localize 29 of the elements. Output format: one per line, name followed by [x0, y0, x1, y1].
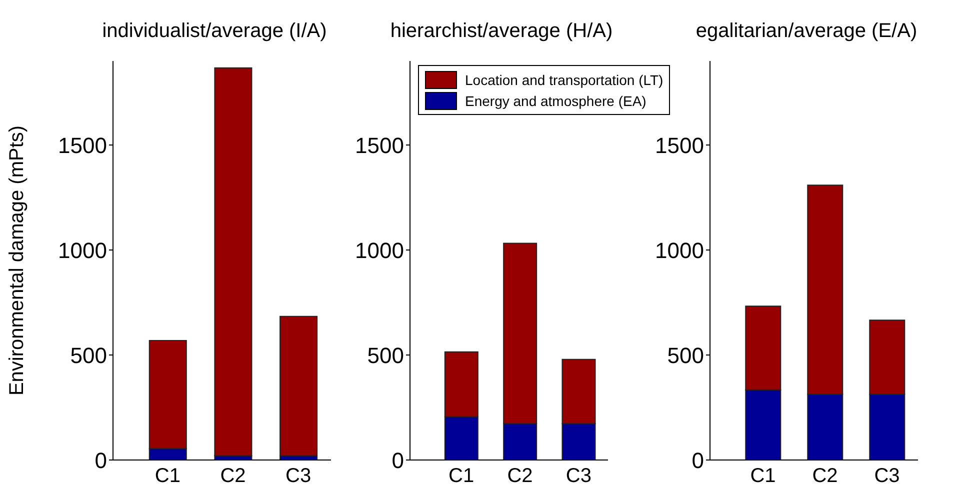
y-tick-label: 1500 — [58, 132, 107, 158]
legend-label: Location and transportation (LT) — [465, 72, 664, 88]
y-tick-label: 1000 — [58, 238, 107, 263]
x-tick-label: C2 — [507, 465, 533, 488]
x-tick-label: C2 — [812, 465, 838, 488]
x-tick-label: C3 — [566, 465, 592, 488]
legend-label: Energy and atmosphere (EA) — [465, 92, 646, 108]
bar — [214, 67, 252, 456]
chart-title: individualist/average (I/A) — [101, 20, 328, 43]
y-tick-label: 500 — [367, 342, 404, 368]
y-axis-title: Environmental damage (mPts) — [6, 125, 28, 396]
x-tick-label: C1 — [750, 465, 776, 488]
y-tick-label: 1500 — [655, 132, 704, 158]
y-tick-label: 0 — [94, 448, 107, 473]
chart-title: hierarchist/average (H/A) — [389, 20, 614, 43]
y-tick-label: 1000 — [355, 238, 404, 263]
y-tick-label: 0 — [392, 448, 404, 473]
y-tick-label: 500 — [667, 342, 704, 368]
chart-title: egalitarian/average (E/A) — [694, 20, 918, 43]
x-tick-label: C1 — [448, 465, 474, 488]
x-tick-label: C3 — [874, 465, 900, 488]
y-tick-label: 0 — [692, 448, 704, 473]
x-tick-label: C1 — [154, 465, 180, 488]
y-tick-label: 1000 — [655, 238, 704, 263]
bar — [280, 316, 318, 456]
x-tick-label: C3 — [286, 465, 312, 488]
y-tick-label: 1500 — [355, 132, 404, 158]
y-tick-label: 500 — [70, 342, 107, 368]
x-tick-label: C2 — [220, 465, 246, 488]
